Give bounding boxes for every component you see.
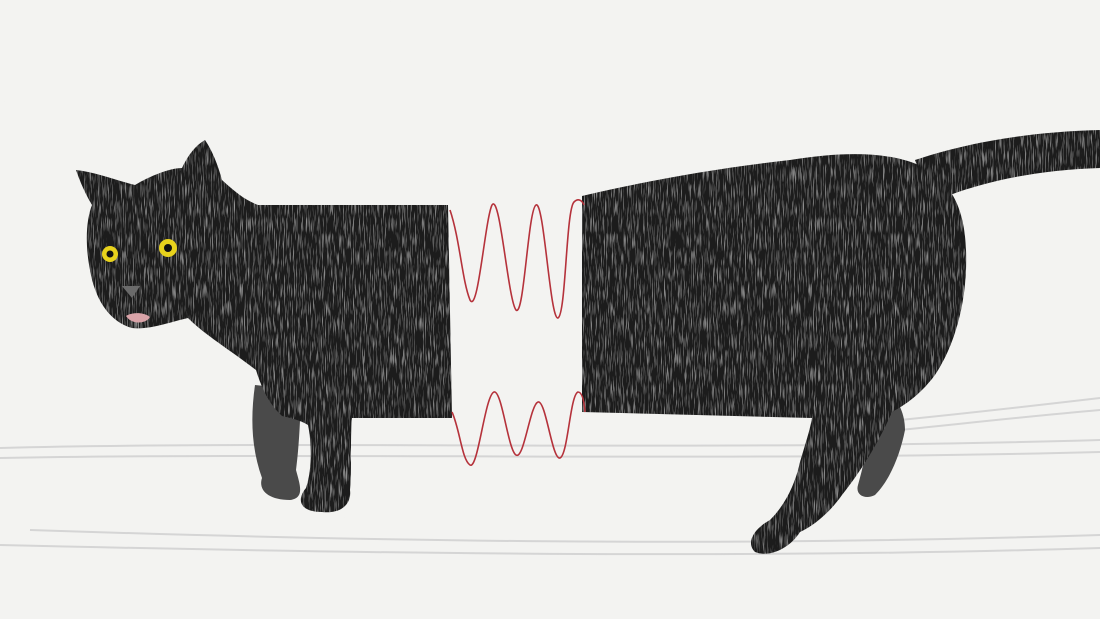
cat-right-pupil	[164, 244, 172, 252]
cat-left-pupil	[106, 250, 114, 258]
cat-nose-icon	[122, 286, 140, 298]
cat-front-half	[76, 140, 452, 513]
thread-bottom	[451, 391, 586, 466]
cat-tail	[915, 130, 1100, 195]
cat-eyes	[102, 239, 177, 262]
cat-front-body	[76, 140, 452, 513]
cat-mouth-icon	[126, 313, 150, 323]
red-threads	[449, 199, 586, 466]
cat-rear-body	[582, 154, 967, 554]
floor-lines	[0, 397, 1100, 556]
cat-rear-half	[582, 130, 1100, 554]
thread-top	[449, 199, 585, 319]
